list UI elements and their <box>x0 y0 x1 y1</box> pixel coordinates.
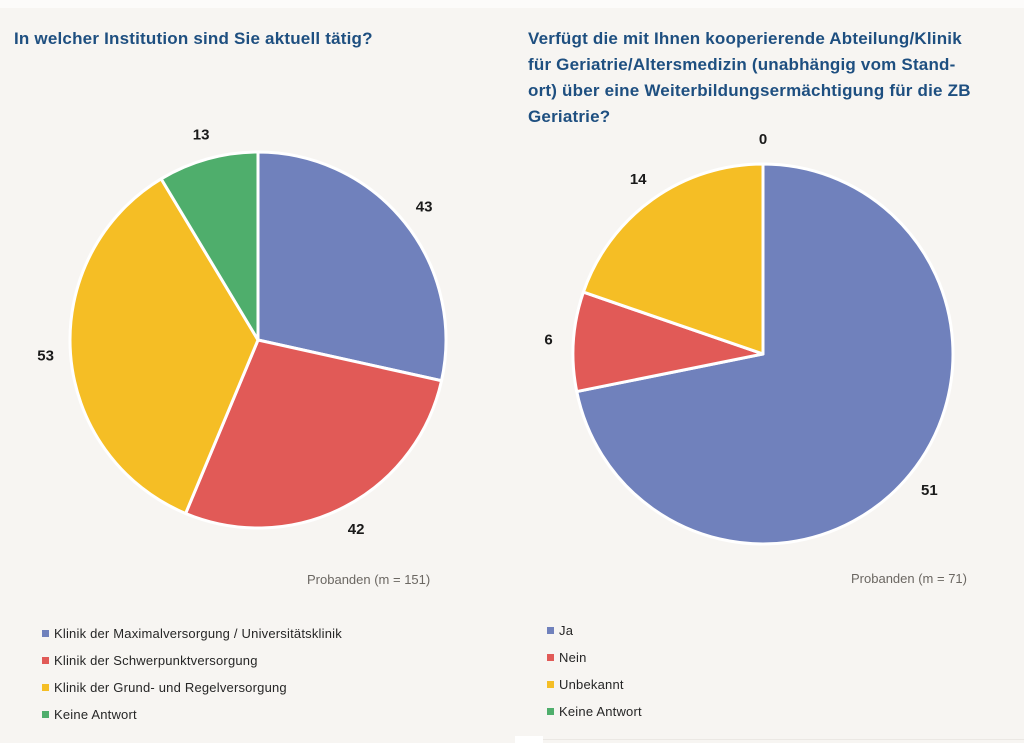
legend-label: Keine Antwort <box>559 704 642 719</box>
legend-swatch-icon <box>547 708 554 715</box>
legend-item: Klinik der Maximalversorgung / Universit… <box>42 626 342 641</box>
legend-label: Klinik der Schwerpunktversorgung <box>54 653 258 668</box>
weiterbildung-pie-chart: 51 6 14 0 <box>544 131 955 546</box>
legend-item: Ja <box>547 623 642 638</box>
bottom-rule-line <box>543 739 1024 740</box>
legend-item: Unbekannt <box>547 677 642 692</box>
legend-label: Unbekannt <box>559 677 624 692</box>
pie-slice <box>575 162 955 546</box>
pie-value-label: 6 <box>544 332 552 349</box>
pie-value-label: 43 <box>416 199 433 216</box>
bottom-page-edge <box>515 736 543 743</box>
pie-slice <box>581 162 765 356</box>
pie-value-label: 13 <box>193 127 210 144</box>
legend-label: Ja <box>559 623 574 638</box>
pie-slice <box>159 150 260 342</box>
pie-value-label: 53 <box>37 348 54 365</box>
legend-item: Keine Antwort <box>42 707 342 722</box>
pie-value-label: 14 <box>630 171 647 188</box>
legend-item: Klinik der Schwerpunktversorgung <box>42 653 342 668</box>
title-line: für Geriatrie/Altersmedizin (unabhängig … <box>528 55 956 74</box>
title-line: ort) über eine Weiterbildungsermächtigun… <box>528 81 971 100</box>
pie-value-label: 51 <box>921 482 938 499</box>
legend-swatch-icon <box>42 684 49 691</box>
legend-swatch-icon <box>42 711 49 718</box>
title-line: Geriatrie? <box>528 107 611 126</box>
weiterbildung-probanden-caption: Probanden (m = 71) <box>851 571 967 586</box>
legend-swatch-icon <box>42 657 49 664</box>
pie-slice <box>256 150 448 383</box>
legend-label: Nein <box>559 650 587 665</box>
weiterbildung-chart-title: Verfügt die mit Ihnen kooperierende Abte… <box>528 26 1014 130</box>
institution-pie-chart: 43 42 53 13 <box>37 127 448 538</box>
institution-probanden-caption: Probanden (m = 151) <box>307 572 431 587</box>
pie-slice <box>571 290 765 394</box>
pie-value-label: 42 <box>348 521 365 538</box>
institution-chart-title: In welcher Institution sind Sie aktuell … <box>14 29 373 48</box>
pie-value-label: 0 <box>759 131 767 148</box>
legend-label: Keine Antwort <box>54 707 137 722</box>
weiterbildung-legend: Ja Nein Unbekannt Keine Antwort <box>547 623 642 732</box>
legend-swatch-icon <box>42 630 49 637</box>
legend-item: Keine Antwort <box>547 704 642 719</box>
legend-item: Klinik der Grund- und Regelversorgung <box>42 680 342 695</box>
legend-swatch-icon <box>547 681 554 688</box>
legend-item: Nein <box>547 650 642 665</box>
institution-legend: Klinik der Maximalversorgung / Universit… <box>42 626 342 735</box>
legend-label: Klinik der Grund- und Regelversorgung <box>54 680 287 695</box>
legend-label: Klinik der Maximalversorgung / Universit… <box>54 626 342 641</box>
title-line: Verfügt die mit Ihnen kooperierende Abte… <box>528 29 962 48</box>
top-margin-band <box>0 0 1024 8</box>
pie-slice <box>184 338 444 530</box>
legend-swatch-icon <box>547 627 554 634</box>
legend-swatch-icon <box>547 654 554 661</box>
